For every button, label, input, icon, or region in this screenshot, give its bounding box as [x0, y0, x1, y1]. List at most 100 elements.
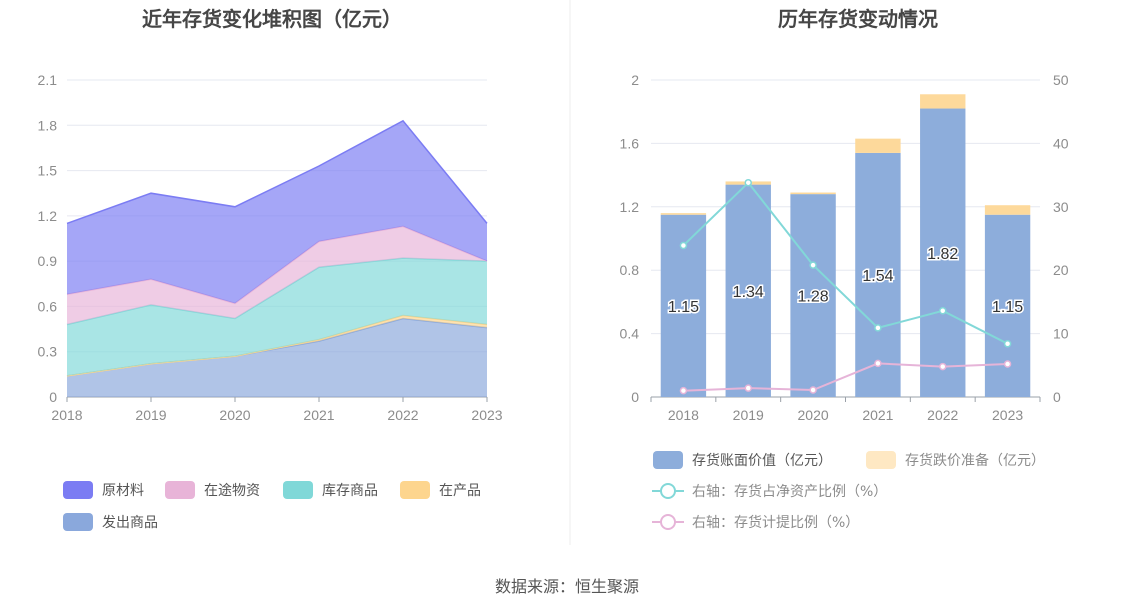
right-grid: [651, 79, 1040, 398]
left-legend-label: 在途物资: [204, 482, 260, 499]
left-legend-swatch: [400, 481, 430, 499]
left-y-tick-label: 1.8: [38, 117, 58, 133]
left-x-tick-label: 2019: [135, 407, 166, 423]
left-y-tick-label: 0: [49, 389, 57, 405]
right-bar-labels: 1.15 1.34 1.28 1.54 1.82 1.15: [666, 244, 1024, 317]
area-series-4: [67, 120, 487, 304]
right-x-axis: 2018 2019 2020 2021 2022 2023: [650, 397, 1041, 423]
left-area-layers: [66, 119, 488, 397]
bar-value-label: 1.34: [733, 284, 764, 301]
line-point: [939, 362, 947, 371]
bar-series-0: [790, 194, 836, 397]
right-y-tick-label: 1.2: [620, 199, 640, 215]
left-x-tick-label: 2022: [387, 407, 418, 423]
area-edge-4: [66, 119, 488, 225]
bar-series-0: [855, 152, 901, 397]
left-legend-swatch: [165, 481, 195, 499]
left-legend-label: 在产品: [439, 483, 481, 499]
right-legend-marker: [660, 514, 676, 530]
right-y-tick-label: 0.4: [620, 326, 640, 342]
bar-series-0: [725, 184, 771, 397]
bar-value-label: 1.28: [798, 289, 829, 306]
right-y2-tick-label: 50: [1053, 72, 1069, 88]
bar-series-1: [790, 192, 836, 195]
line-point: [809, 386, 817, 394]
right-x-tick-label: 2021: [862, 407, 893, 423]
left-x-axis: 2018 2019 2020 2021 2022 2023: [51, 397, 503, 423]
left-x-tick-label: 2020: [219, 407, 250, 423]
left-x-tick-label: 2018: [51, 407, 82, 423]
right-legend-swatch: [653, 451, 683, 469]
line-point: [874, 324, 882, 332]
area-edge-3: [66, 225, 488, 305]
right-bars: [660, 94, 1031, 397]
right-chart-title: 历年存货变动情况: [778, 7, 938, 31]
left-x-tick-label: 2023: [471, 407, 502, 423]
left-y-tick-label: 2.1: [38, 72, 58, 88]
right-y-tick-label: 2: [631, 72, 639, 88]
area-series-1: [67, 315, 487, 376]
line-point: [939, 307, 947, 315]
left-y-tick-label: 0.9: [38, 253, 58, 269]
line-point: [744, 384, 752, 392]
left-y-tick-label: 0.6: [38, 298, 58, 314]
area-series-2: [67, 258, 487, 376]
right-y-tick-label: 0.8: [620, 262, 640, 278]
bar-series-1: [855, 138, 901, 153]
left-legend-swatch: [63, 513, 93, 531]
line-point: [744, 178, 752, 187]
area-series-3: [67, 226, 487, 325]
right-legend: 存货账面价值（亿元） 存货跌价准备（亿元） 右轴：存货占净资产比例（%） 右轴：存货计…: [652, 451, 1045, 531]
left-y-tick-label: 1.5: [38, 163, 58, 179]
right-y2-tick-label: 20: [1053, 262, 1069, 278]
right-x-tick-label: 2022: [927, 407, 958, 423]
bar-series-1: [660, 213, 707, 215]
bar-series-1: [920, 94, 966, 109]
bar-series-1: [984, 205, 1031, 215]
right-x-tick-label: 2020: [798, 407, 829, 423]
left-y-tick-label: 1.2: [38, 208, 58, 224]
right-legend-label: 存货账面价值（亿元）: [692, 452, 832, 469]
right-legend-label: 右轴：存货计提比例（%）: [692, 514, 859, 531]
right-x-tick-label: 2018: [668, 407, 699, 423]
right-left-y-axis: 0 0.4 0.8 1.2 1.6 2: [620, 72, 640, 405]
right-lines: [679, 178, 1012, 395]
left-legend-swatch: [63, 481, 93, 499]
line-point: [1003, 360, 1012, 368]
right-legend-swatch: [866, 451, 896, 469]
line-point: [679, 241, 688, 250]
bar-value-label: 1.15: [668, 299, 699, 316]
left-legend-label: 发出商品: [102, 515, 158, 531]
left-legend-swatch: [283, 481, 313, 499]
right-right-y-axis: 0 10 20 30 40 50: [1053, 72, 1069, 405]
right-y2-tick-label: 10: [1053, 326, 1069, 342]
right-y-tick-label: 0: [631, 389, 639, 405]
line-series-1: [683, 362, 1008, 392]
right-x-tick-label: 2019: [733, 407, 764, 423]
right-legend-marker: [660, 483, 676, 499]
line-point: [1003, 339, 1012, 348]
bar-value-label: 1.82: [927, 246, 958, 263]
bar-value-label: 1.54: [862, 268, 893, 285]
right-y2-tick-label: 0: [1053, 389, 1061, 405]
right-legend-label: 右轴：存货占净资产比例（%）: [692, 483, 887, 500]
right-y2-tick-label: 30: [1053, 199, 1069, 215]
right-legend-label: 存货跌价准备（亿元）: [905, 452, 1045, 469]
line-point: [874, 359, 882, 368]
bar-series-0: [920, 108, 966, 397]
left-chart-title: 近年存货变化堆积图（亿元）: [142, 7, 402, 31]
bar-value-label: 1.15: [992, 299, 1023, 316]
left-legend-label: 库存商品: [322, 483, 378, 499]
right-y-tick-label: 1.6: [620, 135, 640, 151]
line-point: [809, 261, 817, 269]
area-series-0: [67, 318, 487, 397]
line-series-0: [682, 181, 1009, 345]
right-x-tick-label: 2023: [992, 407, 1023, 423]
left-y-axis: 0 0.3 0.6 0.9 1.2 1.5 1.8 2.1: [38, 72, 58, 405]
right-y2-tick-label: 40: [1053, 135, 1069, 151]
line-point: [679, 386, 688, 395]
left-legend-label: 原材料: [102, 483, 144, 499]
left-y-tick-label: 0.3: [38, 344, 58, 360]
